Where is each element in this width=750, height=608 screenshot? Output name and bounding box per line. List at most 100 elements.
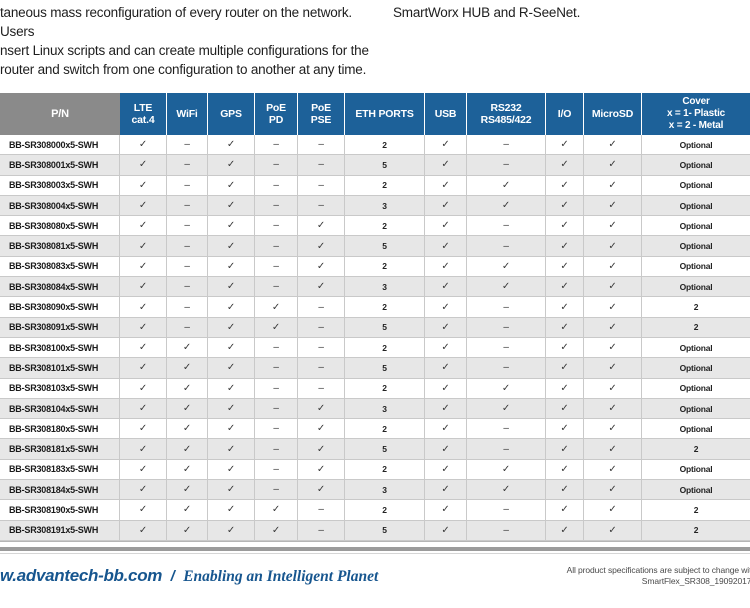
check-mark: ✓ [120,236,167,256]
dash-mark: – [467,317,546,337]
check-mark: ✓ [425,419,467,439]
value-cell: Optional [679,241,713,252]
part-number-cell: BB-SR308103x5-SWH [0,378,120,398]
dash-mark: – [255,398,298,419]
table-row: BB-SR308100x5-SWH ✓ ✓ ✓ – –2 ✓ – ✓ ✓ Optional [0,337,750,359]
part-number-cell: BB-SR308091x5-SWH [0,317,120,337]
value-cell: 2 [345,256,425,277]
check-mark: ✓ [120,317,167,337]
table-row: BB-SR308104x5-SWH ✓ ✓ ✓ – ✓ 3 ✓ ✓ ✓ ✓ Optional [0,398,750,420]
part-number-cell: BB-SR308081x5-SWH [0,236,120,256]
dash-mark: – [467,135,546,155]
column-header-lte: LTE cat.4 [120,93,167,135]
dash-mark: – [167,135,208,155]
value-cell: Optional [679,342,713,353]
check-mark: ✓ [120,175,167,195]
check-mark: ✓ [120,419,167,439]
check-mark: ✓ [425,297,467,317]
check-mark: ✓ [467,256,546,277]
check-mark: ✓ [584,317,642,337]
dash-mark: – [255,378,298,398]
company-tagline: Enabling an Intelligent Planet [183,568,379,585]
value-cell: 5 [345,358,425,378]
dash-mark: – [255,337,298,358]
check-mark: ✓ [298,216,345,236]
check-mark: ✓ [208,500,255,520]
website-link[interactable]: w.advantech-bb.com [0,566,163,585]
check-mark: ✓ [208,216,255,236]
check-mark: ✓ [298,439,345,459]
footer-legal-note: All product specifications are subject t… [567,565,750,586]
part-number-cell: BB-SR308003x5-SWH [0,175,120,195]
check-mark: ✓ [546,277,584,297]
check-mark: ✓ [425,378,467,398]
dash-mark: – [167,297,208,317]
check-mark: ✓ [425,317,467,337]
check-mark: ✓ [208,459,255,480]
check-mark: ✓ [584,358,642,378]
check-mark: ✓ [584,419,642,439]
dash-mark: – [467,236,546,256]
dash-mark: – [255,135,298,155]
part-number-cell: BB-SR308181x5-SWH [0,439,120,459]
value-cell: Optional [679,180,713,191]
check-mark: ✓ [546,480,584,500]
intro-line: taneous mass reconfiguration of every ro… [0,5,352,39]
check-mark: ✓ [584,135,642,155]
table-row: BB-SR308184x5-SWH ✓ ✓ ✓ – ✓ 3 ✓ ✓ ✓ ✓ Optional [0,480,750,501]
value-cell: Optional [679,261,713,272]
footer-branding: w.advantech-bb.com / Enabling an Intelli… [0,566,378,586]
check-mark: ✓ [425,459,467,480]
check-mark: ✓ [208,135,255,155]
check-mark: ✓ [546,317,584,337]
check-mark: ✓ [298,236,345,256]
check-mark: ✓ [546,398,584,419]
check-mark: ✓ [546,337,584,358]
check-mark: ✓ [208,337,255,358]
check-mark: ✓ [425,236,467,256]
document-id: SmartFlex_SR308_19092017d [641,575,750,586]
check-mark: ✓ [546,216,584,236]
table-row: BB-SR308101x5-SWH ✓ ✓ ✓ – –5 ✓ – ✓ ✓ Optional [0,358,750,379]
value-cell: 5 [345,317,425,337]
value-cell: 2 [693,444,699,455]
check-mark: ✓ [584,195,642,216]
value-cell: Optional [679,139,713,150]
table-row: BB-SR308003x5-SWH ✓ – ✓ – –2 ✓ ✓ ✓ ✓ Optional [0,175,750,196]
column-header-poe-pse: PoE PSE [298,93,345,135]
check-mark: ✓ [425,358,467,378]
column-header-cover: Cover x = 1- Plastic x = 2 - Metal [642,93,750,135]
check-mark: ✓ [120,520,167,540]
column-header-poe-pd: PoE PD [255,93,298,135]
check-mark: ✓ [584,398,642,419]
product-spec-table: P/N LTE cat.4 WiFi GPS PoE PD PoE PSE ET… [0,93,750,542]
check-mark: ✓ [584,337,642,358]
column-header-microsd: MicroSD [584,93,642,135]
check-mark: ✓ [584,297,642,317]
intro-paragraph-right: SmartWorx HUB and R-SeeNet. [393,3,743,22]
check-mark: ✓ [584,520,642,540]
dash-mark: – [255,236,298,256]
dash-mark: – [255,358,298,378]
check-mark: ✓ [546,459,584,480]
value-cell: 5 [345,520,425,540]
check-mark: ✓ [546,297,584,317]
check-mark: ✓ [208,398,255,419]
table-header-row: P/N LTE cat.4 WiFi GPS PoE PD PoE PSE ET… [0,93,750,135]
check-mark: ✓ [425,195,467,216]
check-mark: ✓ [546,520,584,540]
dash-mark: – [467,500,546,520]
dash-mark: – [167,175,208,195]
part-number-cell: BB-SR308001x5-SWH [0,155,120,175]
check-mark: ✓ [167,520,208,540]
part-number-cell: BB-SR308100x5-SWH [0,337,120,358]
dash-mark: – [255,155,298,175]
dash-mark: – [298,520,345,540]
dash-mark: – [467,358,546,378]
dash-mark: – [167,236,208,256]
check-mark: ✓ [298,277,345,297]
table-row: BB-SR308183x5-SWH ✓ ✓ ✓ – ✓ 2 ✓ ✓ ✓ ✓ Optional [0,459,750,481]
dash-mark: – [167,256,208,277]
check-mark: ✓ [167,439,208,459]
check-mark: ✓ [425,337,467,358]
